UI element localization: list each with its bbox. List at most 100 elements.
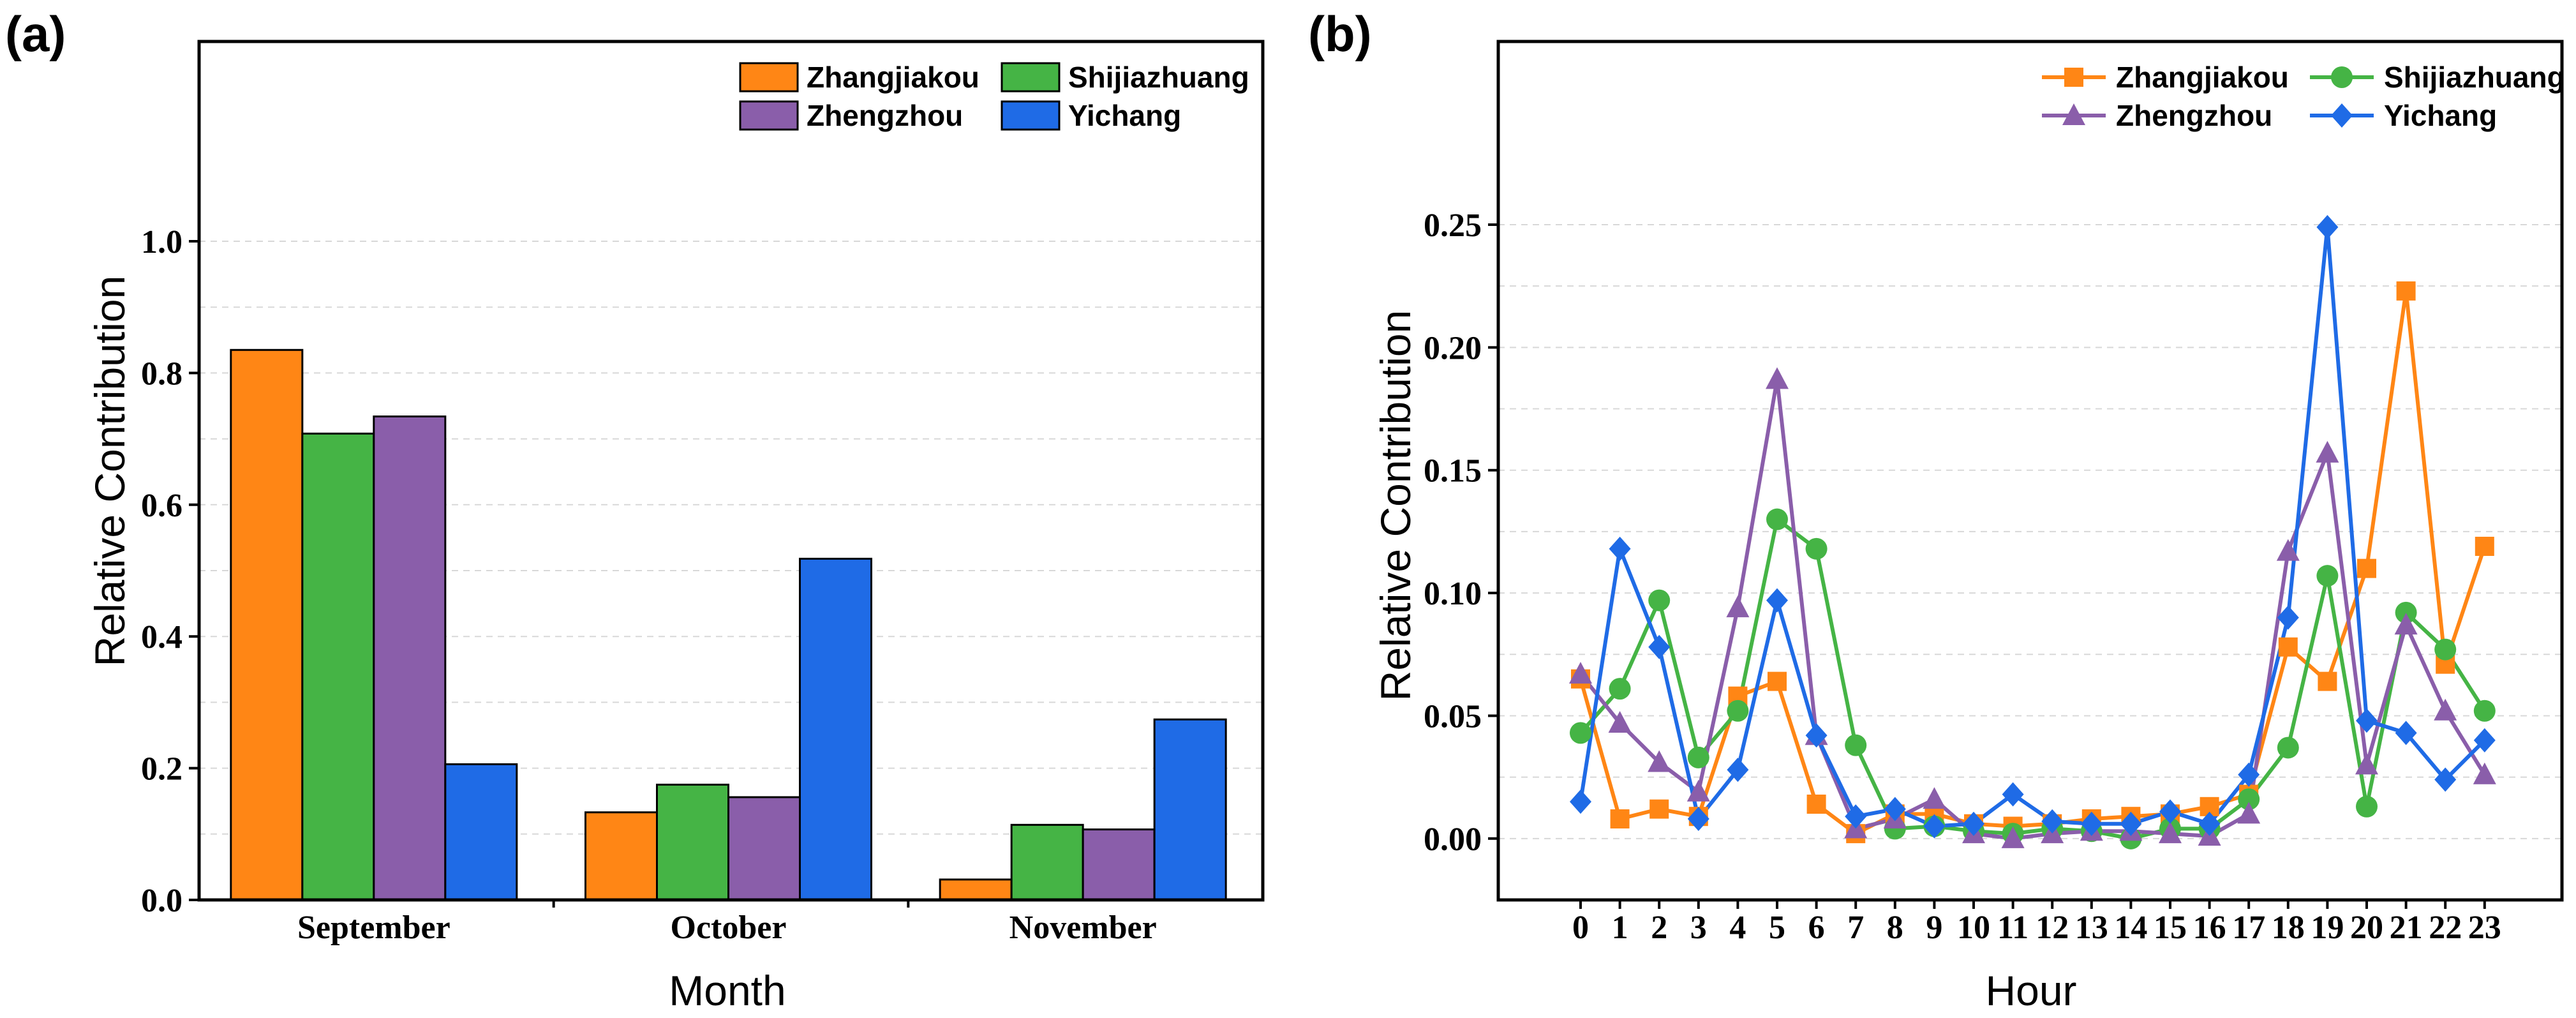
legend-label-yichang: Yichang	[1068, 99, 1181, 132]
panel-a-y-tick-label: 0.4	[141, 619, 182, 655]
point-zhangjiakou-hour-5	[1768, 671, 1787, 691]
panel-a-bar-chart: (a) 0.0 0.2 0.4 0.6 0.8 1.0 September October N…	[5, 6, 1265, 1014]
point-shijiazhuang-hour-4	[1727, 700, 1749, 722]
point-shijiazhuang-hour-17	[2238, 788, 2260, 811]
point-yichang-hour-8	[1884, 797, 1906, 821]
panel-b-x-tick-label: 2	[1651, 909, 1667, 946]
panel-b-x-tick-label: 5	[1769, 909, 1785, 946]
point-yichang-hour-17	[2238, 762, 2260, 787]
point-shijiazhuang-hour-23	[2473, 700, 2496, 722]
point-zhengzhou-hour-0	[1569, 662, 1592, 684]
line-shijiazhuang	[1579, 517, 2487, 841]
point-yichang-hour-16	[2198, 811, 2221, 836]
panel-b-x-tick-label: 21	[2390, 909, 2423, 946]
point-zhengzhou-hour-21	[2394, 613, 2418, 635]
panel-b-x-tick-label: 8	[1887, 909, 1903, 946]
point-zhangjiakou-hour-2	[1649, 799, 1669, 819]
line-zhengzhou	[1579, 377, 2487, 841]
panel-b-x-tick-label: 10	[1957, 909, 1990, 946]
legend-swatch-yichang	[1001, 100, 1061, 131]
panel-a-legend: Zhangjiakou Shijiazhuang Zhengzhou Yichang	[739, 61, 1249, 132]
panel-a-x-tick-label: October	[671, 909, 787, 946]
point-zhangjiakou-hour-1	[1610, 809, 1630, 829]
point-shijiazhuang-hour-19	[2316, 565, 2339, 587]
point-zhengzhou-hour-2	[1648, 750, 1671, 772]
point-zhengzhou-hour-22	[2434, 698, 2457, 721]
panel-a-y-tick-label: 0.0	[141, 883, 182, 919]
panel-b-x-ticks: 0 1 2 3 4 5 6 7 8 9 10 11 12 13 14 15 16 17 18 19 20 21 22 23	[1572, 900, 2501, 946]
panel-b-x-tick-label: 1	[1612, 909, 1628, 946]
bar-zhangjiakou-november	[939, 878, 1013, 901]
point-yichang-hour-3	[1687, 807, 1709, 832]
point-shijiazhuang-hour-21	[2395, 601, 2417, 624]
legend-swatch-zhengzhou	[739, 100, 799, 131]
point-zhengzhou-hour-3	[1686, 779, 1710, 802]
panel-b-y-axis-title: Relative Contribution	[1372, 310, 1419, 701]
point-yichang-hour-5	[1766, 588, 1788, 613]
point-yichang-hour-0	[1570, 790, 1591, 814]
point-yichang-hour-14	[2120, 811, 2142, 836]
point-yichang-hour-20	[2356, 708, 2378, 733]
point-yichang-hour-2	[1648, 634, 1671, 659]
panel-b-x-tick-label: 18	[2272, 909, 2305, 946]
panel-a-y-ticks: 0.0 0.2 0.4 0.6 0.8 1.0	[141, 224, 199, 919]
point-yichang-hour-10	[1963, 811, 1984, 836]
panel-b-y-tick-label: 0.20	[1424, 330, 1482, 366]
legend-label-shijiazhuang: Shijiazhuang	[1068, 61, 1249, 94]
panel-a-x-tick-label: November	[1009, 909, 1157, 946]
panel-a-bars	[230, 348, 1227, 901]
point-zhengzhou-hour-20	[2355, 752, 2378, 775]
point-shijiazhuang-hour-1	[1609, 678, 1631, 700]
panel-b-series-markers	[1569, 214, 2496, 850]
panel-a-x-tick-label: September	[297, 909, 450, 946]
panel-b-x-axis-title: Hour	[1985, 967, 2076, 1014]
panel-b-x-tick-label: 16	[2193, 909, 2226, 946]
bar-yichang-october	[799, 557, 872, 901]
panel-b-label: (b)	[1308, 6, 1372, 62]
panel-a-x-axis-title: Month	[669, 967, 785, 1014]
point-zhangjiakou-hour-18	[2278, 637, 2298, 657]
point-shijiazhuang-hour-18	[2277, 737, 2299, 759]
legend-marker-yichang	[2331, 103, 2353, 128]
point-zhangjiakou-hour-20	[2357, 558, 2376, 578]
bar-zhangjiakou-september	[230, 348, 304, 901]
bar-shijiazhuang-october	[656, 783, 729, 901]
panel-b-x-tick-label: 9	[1926, 909, 1942, 946]
bar-yichang-september	[444, 763, 518, 901]
point-yichang-hour-13	[2080, 811, 2103, 836]
panel-b-x-tick-label: 20	[2350, 909, 2383, 946]
panel-b-y-tick-label: 0.05	[1424, 698, 1482, 735]
point-shijiazhuang-hour-3	[1687, 746, 1709, 768]
point-yichang-hour-6	[1805, 723, 1828, 748]
panel-a-y-tick-label: 0.6	[141, 488, 182, 524]
point-zhengzhou-hour-15	[2159, 821, 2182, 844]
point-yichang-hour-23	[2473, 728, 2496, 752]
legend-swatch-zhangjiakou	[739, 62, 799, 93]
panel-b-x-tick-label: 3	[1690, 909, 1707, 946]
bar-shijiazhuang-november	[1010, 823, 1084, 901]
panel-b-x-tick-label: 13	[2075, 909, 2108, 946]
point-yichang-hour-19	[2316, 214, 2339, 239]
panel-b-x-tick-label: 11	[1997, 909, 2029, 946]
panel-b-x-tick-label: 7	[1847, 909, 1864, 946]
panel-a-plot-frame	[197, 40, 1265, 902]
point-zhengzhou-hour-17	[2237, 802, 2261, 824]
panel-a-y-tick-label: 0.8	[141, 356, 182, 392]
point-yichang-hour-15	[2159, 799, 2181, 824]
bar-shijiazhuang-september	[301, 432, 375, 901]
panel-a-x-ticks: September October November	[297, 900, 1157, 946]
point-shijiazhuang-hour-7	[1845, 734, 1867, 756]
point-zhengzhou-hour-11	[2001, 826, 2025, 848]
point-zhengzhou-hour-5	[1766, 367, 1789, 389]
bar-zhengzhou-september	[373, 415, 447, 901]
panel-b-x-tick-label: 15	[2154, 909, 2187, 946]
legend-label-zhengzhou: Zhengzhou	[2116, 99, 2272, 132]
bar-zhengzhou-november	[1082, 828, 1156, 901]
panel-b-x-tick-label: 12	[2036, 909, 2069, 946]
legend-marker-zhangjiakou	[2064, 68, 2083, 87]
point-shijiazhuang-hour-20	[2356, 795, 2378, 818]
panel-b-x-tick-label: 19	[2311, 909, 2344, 946]
point-yichang-hour-11	[2002, 782, 2024, 807]
